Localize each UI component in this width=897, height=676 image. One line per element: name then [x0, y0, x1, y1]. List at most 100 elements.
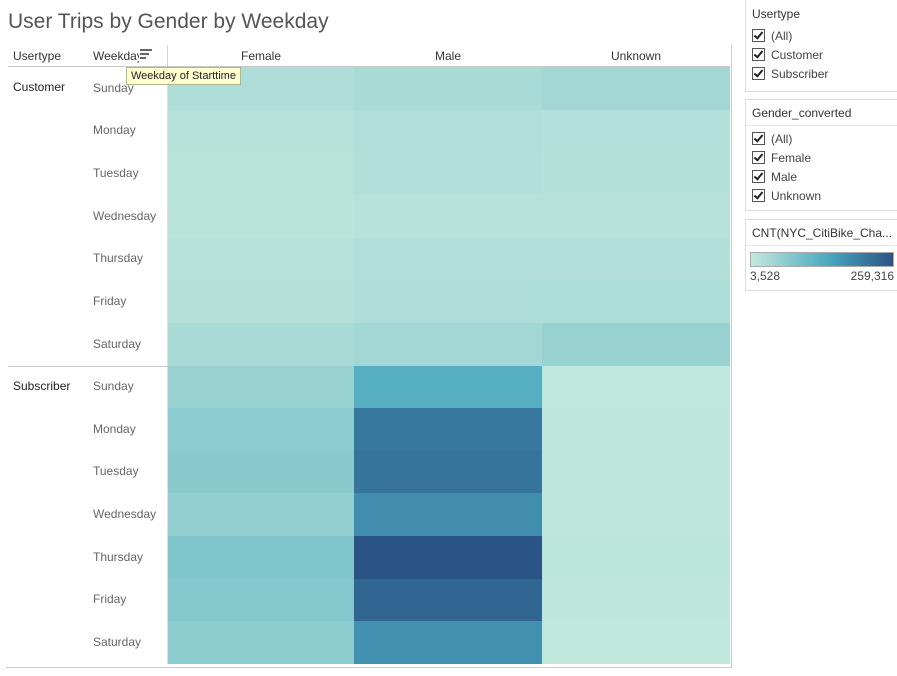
checkbox-checked-icon[interactable]: [752, 170, 765, 183]
unknown-column-header[interactable]: Unknown: [610, 49, 662, 63]
legend-min-label: 3,528: [750, 269, 781, 283]
heatmap-cell[interactable]: [168, 238, 354, 280]
heatmap-cell[interactable]: [168, 621, 354, 664]
usertype-filter-item-label: Customer: [771, 47, 824, 62]
usertype-filter-title: Usertype: [752, 7, 801, 21]
heatmap-cell[interactable]: [168, 536, 354, 579]
heatmap-cell[interactable]: [542, 323, 730, 366]
checkbox-checked-icon[interactable]: [752, 189, 765, 202]
heatmap-cell[interactable]: [542, 451, 730, 493]
heatmap-cell[interactable]: [542, 493, 730, 536]
gender-filter-item[interactable]: (All): [746, 129, 897, 148]
heatmap-cell[interactable]: [354, 579, 542, 621]
checkbox-checked-icon[interactable]: [752, 151, 765, 164]
header-divider: [167, 45, 168, 67]
heatmap-cell[interactable]: [542, 238, 730, 280]
checkbox-checked-icon[interactable]: [752, 48, 765, 61]
usertype-column-header[interactable]: Usertype: [13, 49, 62, 63]
usertype-filter-list: (All) Customer Subscriber: [746, 26, 897, 83]
heatmap: [168, 67, 730, 664]
usertype-row-label[interactable]: Subscriber: [13, 379, 71, 393]
weekday-row-label[interactable]: Friday: [93, 294, 127, 308]
weekday-row-label[interactable]: Thursday: [93, 251, 144, 265]
heatmap-cell[interactable]: [354, 621, 542, 664]
usertype-filter-item[interactable]: (All): [746, 26, 897, 45]
heatmap-cell[interactable]: [542, 195, 730, 238]
heatmap-cell[interactable]: [542, 366, 730, 408]
weekday-row-label[interactable]: Wednesday: [93, 209, 157, 223]
heatmap-cell[interactable]: [168, 110, 354, 152]
heatmap-cell[interactable]: [168, 280, 354, 323]
usertype-filter-item-label: Subscriber: [771, 66, 829, 81]
heatmap-cell[interactable]: [542, 67, 730, 110]
gender-filter-item-label: Female: [771, 150, 812, 165]
gender-filter-item[interactable]: Unknown: [746, 186, 897, 205]
heatmap-cell[interactable]: [168, 579, 354, 621]
gender-filter-item[interactable]: Female: [746, 148, 897, 167]
heatmap-cell[interactable]: [168, 152, 354, 195]
heatmap-cell[interactable]: [542, 110, 730, 152]
heatmap-cell[interactable]: [542, 152, 730, 195]
female-column-header[interactable]: Female: [240, 49, 281, 63]
usertype-filter-card: Usertype (All) Customer Subscriber: [745, 0, 897, 92]
legend-title: CNT(NYC_CitiBike_Cha...: [746, 220, 897, 246]
checkbox-checked-icon[interactable]: [752, 67, 765, 80]
heatmap-cell[interactable]: [354, 110, 542, 152]
row-header-divider: [167, 67, 168, 664]
heatmap-cell[interactable]: [542, 280, 730, 323]
header-rule: [8, 66, 730, 67]
weekday-column-header[interactable]: Weekday of: [93, 49, 139, 63]
sort-icon[interactable]: [140, 49, 152, 61]
heatmap-cell[interactable]: [542, 579, 730, 621]
heatmap-cell[interactable]: [354, 366, 542, 408]
weekday-row-label[interactable]: Monday: [93, 123, 136, 137]
heatmap-cell[interactable]: [168, 493, 354, 536]
heatmap-cell[interactable]: [354, 451, 542, 493]
heatmap-cell[interactable]: [354, 195, 542, 238]
heatmap-cell[interactable]: [354, 536, 542, 579]
gender-filter-item-label: (All): [771, 131, 793, 146]
weekday-row-label[interactable]: Friday: [93, 592, 127, 606]
gender-filter-item-label: Unknown: [771, 188, 822, 203]
heatmap-cell[interactable]: [168, 323, 354, 366]
legend-max-label: 259,316: [850, 269, 894, 283]
usertype-filter-item-label: (All): [771, 28, 793, 43]
heatmap-cell[interactable]: [542, 408, 730, 451]
weekday-row-label[interactable]: Tuesday: [93, 464, 139, 478]
gender-filter-list: (All) Female Male Unknown: [746, 126, 897, 205]
heatmap-cell[interactable]: [168, 366, 354, 408]
weekday-row-label[interactable]: Monday: [93, 422, 136, 436]
weekday-row-label[interactable]: Saturday: [93, 337, 142, 351]
gender-filter-item-label: Male: [771, 169, 798, 184]
heatmap-cell[interactable]: [168, 195, 354, 238]
legend-gradient: [750, 252, 894, 267]
heatmap-cell[interactable]: [354, 493, 542, 536]
gender-filter-item[interactable]: Male: [746, 167, 897, 186]
weekday-row-label[interactable]: Sunday: [93, 379, 134, 393]
weekday-row-label[interactable]: Wednesday: [93, 507, 157, 521]
usertype-filter-item[interactable]: Customer: [746, 45, 897, 64]
gender-filter-card: Gender_converted (All) Female Male Unknown: [745, 99, 897, 211]
heatmap-cell[interactable]: [354, 238, 542, 280]
weekday-row-label[interactable]: Sunday: [93, 81, 134, 95]
heatmap-cell[interactable]: [354, 280, 542, 323]
heatmap-cell[interactable]: [168, 408, 354, 451]
weekday-row-label[interactable]: Thursday: [93, 550, 144, 564]
heatmap-cell[interactable]: [354, 152, 542, 195]
gender-filter-title: Gender_converted: [746, 100, 897, 126]
checkbox-checked-icon[interactable]: [752, 132, 765, 145]
heatmap-cell[interactable]: [542, 536, 730, 579]
heatmap-cell[interactable]: [542, 621, 730, 664]
heatmap-cell[interactable]: [354, 323, 542, 366]
usertype-filter-item[interactable]: Subscriber: [746, 64, 897, 83]
usertype-row-label[interactable]: Customer: [13, 80, 66, 94]
heatmap-cell[interactable]: [354, 67, 542, 110]
weekday-row-label[interactable]: Tuesday: [93, 166, 139, 180]
checkbox-checked-icon[interactable]: [752, 29, 765, 42]
male-column-header[interactable]: Male: [434, 49, 461, 63]
weekday-row-label[interactable]: Saturday: [93, 635, 142, 649]
chart-title: User Trips by Gender by Weekday: [8, 10, 329, 33]
heatmap-cell[interactable]: [354, 408, 542, 451]
color-legend-card: CNT(NYC_CitiBike_Cha... 3,528 259,316: [745, 219, 897, 291]
heatmap-cell[interactable]: [168, 451, 354, 493]
